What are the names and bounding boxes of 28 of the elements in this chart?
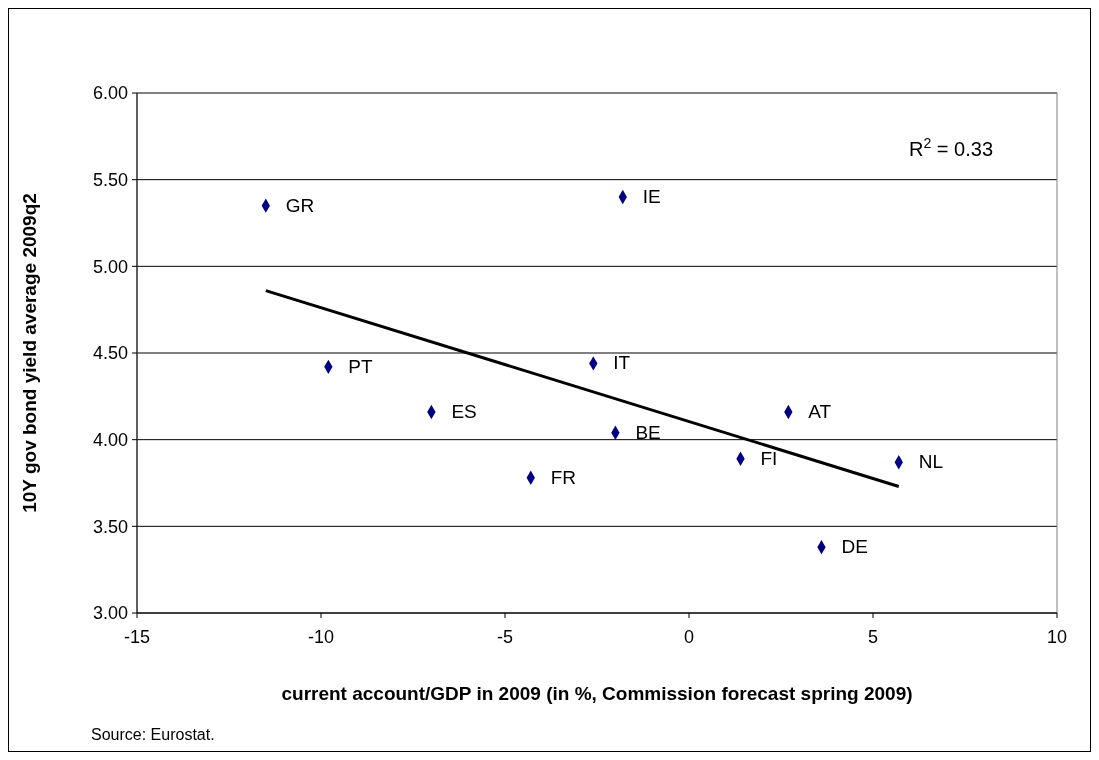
annotation: DE	[841, 536, 868, 558]
source-note: Source: Eurostat.	[91, 726, 215, 743]
annotation: IT	[613, 352, 631, 374]
annotation: PT	[348, 355, 374, 377]
y-tick-label: 5.00	[92, 256, 128, 277]
y-tick-label: 6.00	[92, 83, 128, 104]
annotation: R$^{2}$ = 0.33	[909, 135, 993, 160]
y-tick-label: 4.00	[92, 429, 128, 450]
annotation: FR	[550, 466, 577, 488]
x-tick-label: 10	[1046, 627, 1068, 647]
x-tick-label: -10	[307, 627, 335, 647]
annotation: BE	[635, 421, 661, 443]
annotation: FI	[760, 447, 778, 469]
x-tick-label: -5	[496, 627, 514, 647]
annotation: GR	[285, 194, 315, 216]
y-axis-title: 10Y gov bond yield average 2009q2	[19, 193, 40, 513]
y-tick-label: 3.50	[92, 516, 128, 537]
annotation: ES	[451, 400, 477, 422]
x-axis-title: current account/GDP in 2009 (in %, Commission forecast spring 2009)	[281, 683, 913, 704]
x-tick-label: 5	[867, 627, 879, 647]
y-tick-label: 4.50	[92, 343, 128, 364]
annotation: IE	[642, 186, 661, 207]
annotation: AT	[808, 400, 832, 422]
y-tick-label: 5.50	[92, 169, 128, 190]
x-tick-label: -15	[123, 627, 151, 647]
x-tick-label: 0	[683, 627, 695, 647]
y-tick-label: 3.00	[92, 603, 128, 624]
annotation: NL	[918, 451, 944, 473]
